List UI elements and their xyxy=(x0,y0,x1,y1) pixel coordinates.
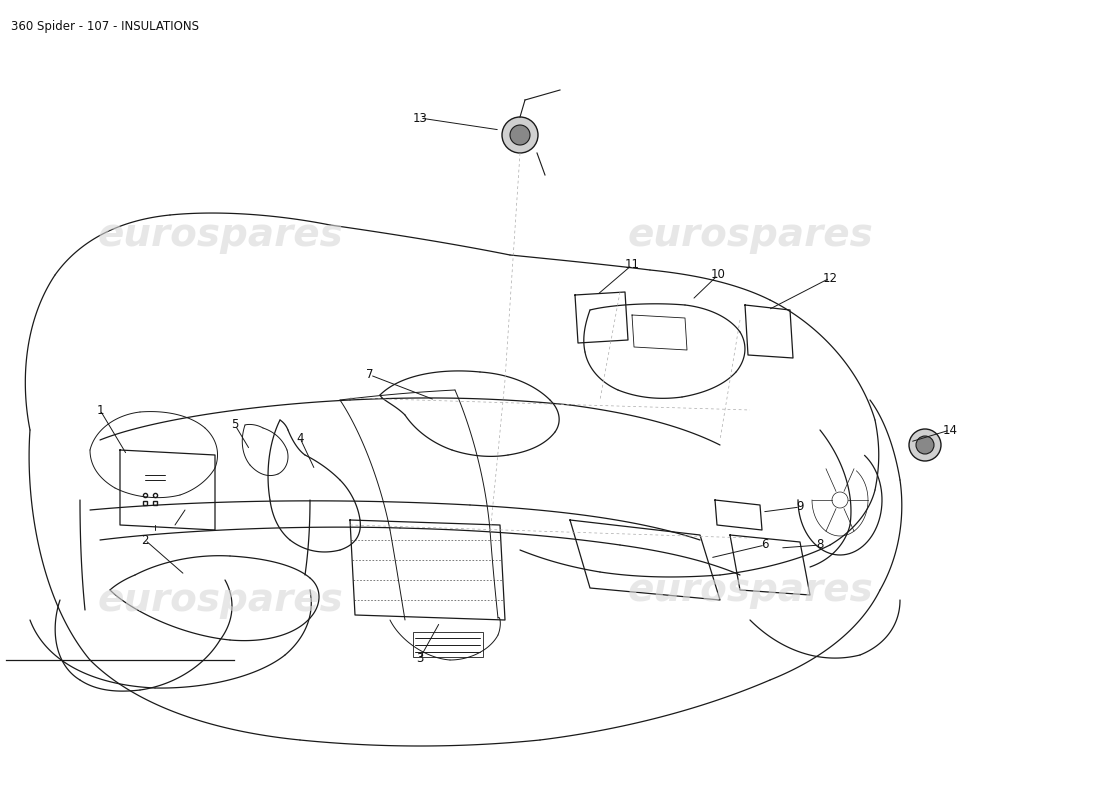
Text: 9: 9 xyxy=(796,501,804,514)
Text: 14: 14 xyxy=(943,423,957,437)
Circle shape xyxy=(909,429,940,461)
Text: 3: 3 xyxy=(416,651,424,665)
Circle shape xyxy=(916,436,934,454)
Text: 11: 11 xyxy=(625,258,639,271)
Circle shape xyxy=(510,125,530,145)
Text: 5: 5 xyxy=(231,418,239,431)
Text: 2: 2 xyxy=(141,534,149,546)
Text: 6: 6 xyxy=(761,538,769,551)
Text: 13: 13 xyxy=(412,111,428,125)
Text: eurospares: eurospares xyxy=(97,216,343,254)
Text: eurospares: eurospares xyxy=(627,571,873,609)
Text: 10: 10 xyxy=(711,269,725,282)
Text: 7: 7 xyxy=(366,369,374,382)
Text: 12: 12 xyxy=(823,271,837,285)
Text: 360 Spider - 107 - INSULATIONS: 360 Spider - 107 - INSULATIONS xyxy=(11,20,199,33)
Text: 8: 8 xyxy=(816,538,824,551)
Circle shape xyxy=(502,117,538,153)
Bar xyxy=(412,632,483,657)
Text: 1: 1 xyxy=(97,403,103,417)
Text: eurospares: eurospares xyxy=(627,216,873,254)
Text: eurospares: eurospares xyxy=(97,581,343,619)
Text: 4: 4 xyxy=(296,431,304,445)
